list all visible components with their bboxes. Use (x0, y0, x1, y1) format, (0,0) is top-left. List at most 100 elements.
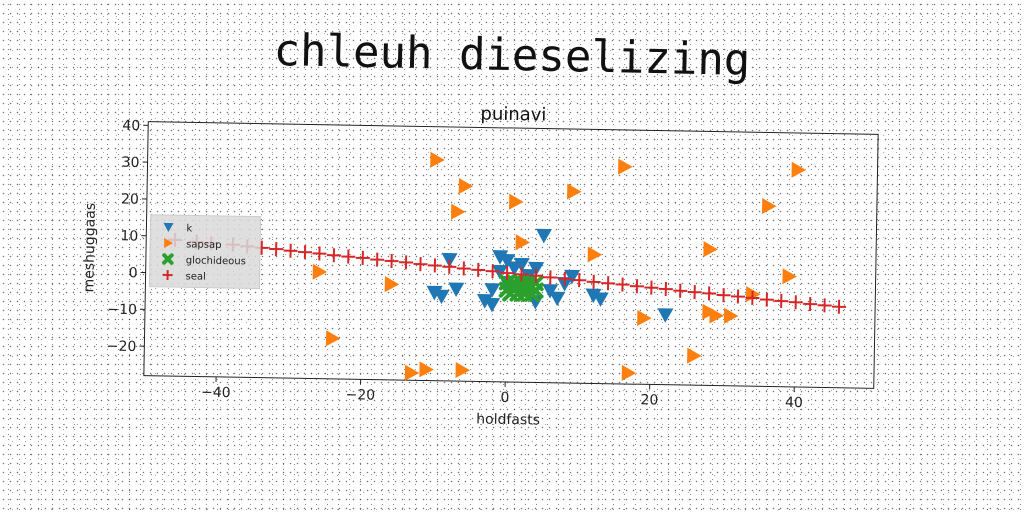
sapsap-point (567, 183, 582, 200)
sapsap-point (312, 263, 328, 280)
x-tick-label: 20 (640, 392, 658, 408)
seal-point (658, 281, 673, 297)
sapsap-point (509, 193, 524, 210)
plot-frame (143, 121, 879, 389)
k-point (549, 291, 566, 307)
x-tick-label: 0 (500, 390, 509, 406)
sapsap-point (455, 362, 471, 379)
seal-point (312, 246, 327, 261)
sapsap-point (703, 241, 718, 258)
seal-point (471, 262, 486, 277)
seal-point (788, 295, 803, 310)
seal-point (162, 269, 173, 281)
y-tick-label: 30 (122, 155, 140, 171)
seal-point (370, 252, 385, 267)
legend-label: glochideous (186, 255, 246, 267)
sapsap-point (618, 158, 633, 175)
seal-point (442, 259, 457, 274)
seal-point (269, 242, 284, 257)
sapsap-point (451, 203, 466, 220)
seal-point (629, 279, 644, 294)
y-axis-title: meshuggaas (81, 203, 99, 293)
seal-point (355, 250, 370, 265)
seal-point (427, 258, 442, 273)
sapsap-point (761, 197, 777, 214)
k-point (477, 294, 494, 309)
legend-label: seal (185, 271, 205, 282)
legend: k sapsap glochideous seal (148, 214, 262, 290)
seal-point (413, 257, 428, 272)
seal-point (399, 255, 414, 270)
seal-point (730, 289, 745, 304)
k-point (585, 288, 602, 304)
y-tick-label: 40 (122, 118, 140, 134)
legend-label: sapsap (186, 239, 222, 251)
seal-point (759, 292, 774, 307)
x-tick-label: 40 (785, 395, 803, 411)
sapsap-point (404, 364, 420, 381)
sapsap-point (687, 347, 702, 364)
sapsap-point (430, 151, 445, 168)
seal-point (283, 243, 298, 258)
k-point (448, 282, 465, 298)
seal-point (514, 267, 529, 282)
sapsap-point (164, 237, 174, 248)
seal-point (803, 297, 818, 312)
glochideous-point (498, 274, 516, 291)
y-tick-label: 0 (129, 265, 138, 281)
x-tick-label: −40 (201, 385, 231, 402)
seal-point (456, 261, 471, 276)
seal-point (774, 293, 789, 308)
x-tick-label: −20 (345, 387, 375, 404)
k-point (542, 284, 559, 299)
sapsap-point (723, 307, 739, 324)
seal-point (673, 283, 688, 298)
sapsap-point (791, 161, 807, 178)
y-tick-label: −20 (107, 339, 137, 356)
sapsap-point (782, 268, 797, 285)
glochideous-point (516, 280, 533, 297)
seal-point (557, 271, 572, 286)
k-point (513, 257, 530, 273)
data-marks (168, 151, 847, 381)
seal-point (500, 265, 515, 280)
plot-group: puinavi −40 −20 0 20 40 −20 −10 0 10 20 30 40 hold… (81, 103, 879, 429)
sapsap-point (515, 234, 531, 251)
seal-point (528, 268, 543, 283)
k-point (499, 253, 516, 269)
seal-point (687, 285, 702, 300)
k-point (484, 283, 501, 298)
y-tick-label: −10 (107, 302, 137, 319)
y-tick-label: 20 (121, 191, 139, 207)
y-tick-label: 10 (120, 228, 138, 244)
seal-point (615, 277, 630, 292)
k-point (484, 297, 501, 313)
seal-point (831, 299, 847, 314)
sapsap-point (702, 303, 717, 320)
glochideous-point (162, 253, 174, 265)
sapsap-point (419, 361, 434, 378)
seal-point (485, 264, 500, 279)
k-point (506, 261, 523, 276)
x-axis: −40 −20 0 20 40 (201, 376, 803, 411)
k-point (426, 285, 443, 301)
y-axis: −20 −10 0 10 20 30 40 (107, 118, 149, 355)
seal-point (384, 254, 399, 269)
seal-point (586, 274, 601, 289)
seal-point (644, 280, 659, 295)
sapsap-point (587, 246, 603, 263)
seal-point (543, 270, 558, 285)
seal-point (326, 248, 341, 263)
sapsap-point (458, 177, 474, 194)
legend-label: k (186, 223, 192, 234)
sapsap-point (384, 276, 400, 293)
k-point (535, 228, 552, 244)
sapsap-point (325, 330, 341, 347)
sapsap-point (621, 364, 637, 381)
seal-point (298, 245, 313, 260)
seal-point (601, 276, 616, 291)
k-point (492, 250, 509, 265)
glochideous-point (527, 274, 544, 292)
seal-point (341, 249, 356, 264)
